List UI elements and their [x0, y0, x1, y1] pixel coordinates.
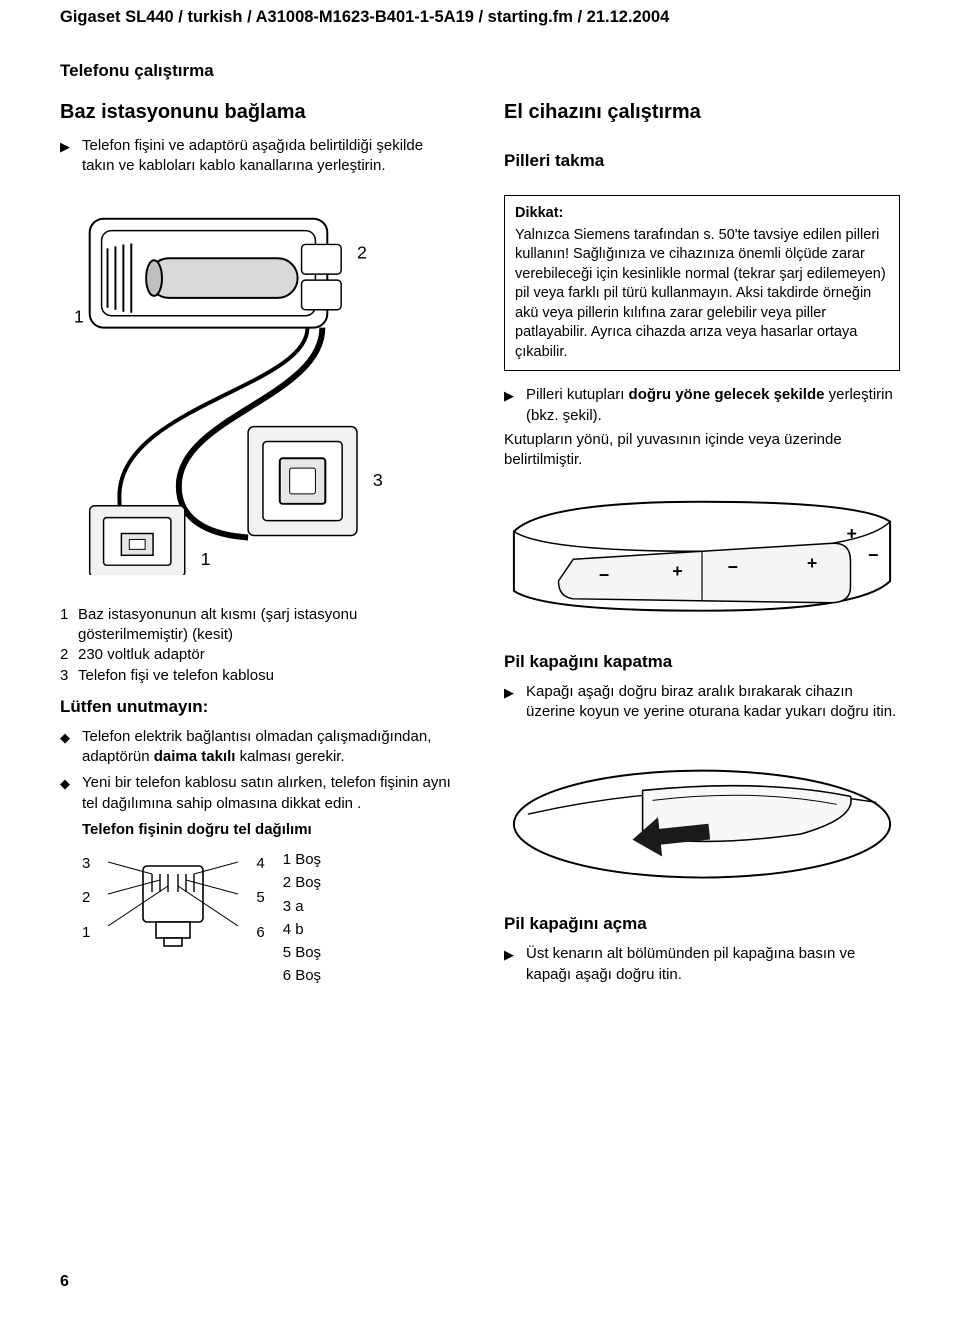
- battery-orientation-diagram: − + − + + −: [504, 482, 900, 627]
- sub-heading-open-cover: Pil kapağını açma: [504, 913, 900, 936]
- right-heading: El cihazını çalıştırma: [504, 99, 900, 126]
- sub-heading-close-cover: Pil kapağını kapatma: [504, 651, 900, 674]
- bullet-item: ▶ Telefon fişini ve adaptörü aşağıda bel…: [60, 136, 456, 177]
- bullet-text: Pilleri kutupları doğru yöne gelecek şek…: [526, 385, 900, 426]
- bullet-item: ▶ Üst kenarın alt bölümünden pil kapağın…: [504, 944, 900, 985]
- diamond-icon: ◆: [60, 727, 82, 768]
- right-column: El cihazını çalıştırma Pilleri takma Dik…: [504, 99, 900, 989]
- diag-label-sock: 1: [201, 549, 211, 569]
- triangle-icon: ▶: [504, 944, 526, 985]
- page-number: 6: [60, 1273, 69, 1291]
- pinout-title: Telefon fişinin doğru tel dağılımı: [82, 820, 456, 840]
- bullet-item: ▶ Kapağı aşağı doğru biraz aralık bıraka…: [504, 682, 900, 723]
- triangle-icon: ▶: [60, 136, 82, 177]
- svg-text:−: −: [599, 565, 609, 585]
- warning-box: Dikkat: Yalnızca Siemens tarafından s. 5…: [504, 195, 900, 372]
- diag-label-2: 2: [357, 242, 367, 262]
- paragraph: Kutupların yönü, pil yuvasının içinde ve…: [504, 430, 900, 471]
- svg-text:−: −: [868, 546, 878, 566]
- bullet-text: Üst kenarın alt bölümünden pil kapağına …: [526, 944, 900, 985]
- diagram-legend: 1Baz istasyonunun alt kısmı (şarj istasy…: [60, 605, 456, 686]
- base-station-diagram: 1 2 3 1: [60, 189, 456, 581]
- triangle-icon: ▶: [504, 682, 526, 723]
- note-item: ◆ Telefon elektrik bağlantısı olmadan ça…: [60, 727, 456, 768]
- close-cover-diagram: [504, 735, 900, 890]
- svg-text:−: −: [728, 558, 738, 578]
- note-text-2: Yeni bir telefon kablosu satın alırken, …: [82, 773, 456, 814]
- diag-label-3: 3: [373, 469, 383, 489]
- header-path: Gigaset SL440 / turkish / A31008-M1623-B…: [0, 0, 960, 31]
- note-item: ◆ Yeni bir telefon kablosu satın alırken…: [60, 773, 456, 814]
- warning-body: Yalnızca Siemens tarafından s. 50'te tav…: [515, 226, 889, 363]
- left-column: Baz istasyonunu bağlama ▶ Telefon fişini…: [60, 99, 456, 989]
- svg-text:+: +: [672, 561, 682, 581]
- bullet-text: Kapağı aşağı doğru biraz aralık bırakara…: [526, 682, 900, 723]
- triangle-icon: ▶: [504, 385, 526, 426]
- note-text-1: Telefon elektrik bağlantısı olmadan çalı…: [82, 727, 456, 768]
- pinout-diagram: 3 2 1: [82, 848, 456, 987]
- note-title: Lütfen unutmayın:: [60, 696, 456, 719]
- left-heading: Baz istasyonunu bağlama: [60, 99, 456, 126]
- sub-heading-batteries: Pilleri takma: [504, 150, 900, 173]
- rj-plug-icon: [108, 848, 238, 948]
- diag-label-1: 1: [74, 306, 84, 326]
- svg-text:+: +: [847, 524, 857, 544]
- warning-title: Dikkat:: [515, 204, 889, 224]
- bullet-text: Telefon fişini ve adaptörü aşağıda belir…: [82, 136, 456, 177]
- page-body: Telefonu çalıştırma Baz istasyonunu bağl…: [0, 31, 960, 1311]
- svg-text:+: +: [807, 554, 817, 574]
- diamond-icon: ◆: [60, 773, 82, 814]
- bullet-item: ▶ Pilleri kutupları doğru yöne gelecek ş…: [504, 385, 900, 426]
- section-title: Telefonu çalıştırma: [60, 61, 900, 81]
